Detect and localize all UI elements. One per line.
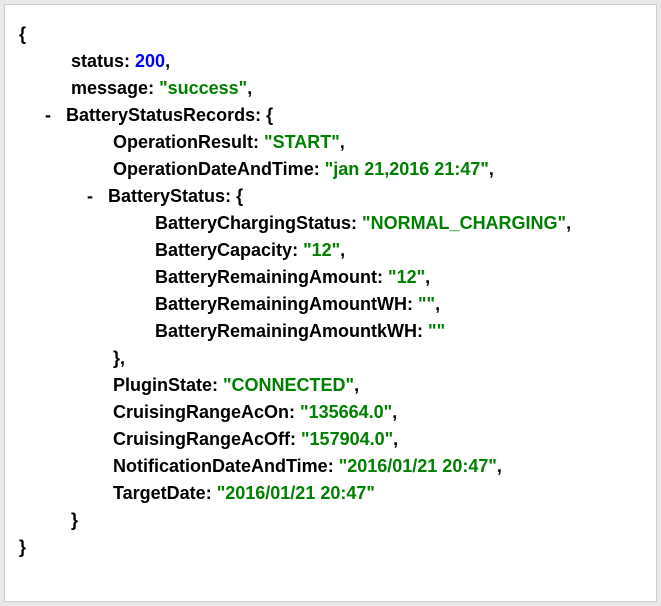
value-cruising-ac-off: "157904.0" xyxy=(301,429,393,449)
root-open-brace: { xyxy=(15,21,646,48)
key-message: message xyxy=(71,78,148,98)
key-status: status xyxy=(71,51,124,71)
collapse-toggle-icon[interactable]: - xyxy=(87,183,103,210)
kv-message: message: "success", xyxy=(15,75,646,102)
key-operation-datetime: OperationDateAndTime xyxy=(113,159,314,179)
key-cruising-ac-off: CruisingRangeAcOff xyxy=(113,429,290,449)
bsr-close-brace: } xyxy=(15,507,646,534)
key-remaining-wh: BatteryRemainingAmountWH xyxy=(155,294,407,314)
json-viewer: { status: 200, message: "success", - Bat… xyxy=(4,4,657,602)
kv-cruising-ac-off: CruisingRangeAcOff: "157904.0", xyxy=(15,426,646,453)
kv-operation-result: OperationResult: "START", xyxy=(15,129,646,156)
value-remaining-wh: "" xyxy=(418,294,435,314)
kv-target-date: TargetDate: "2016/01/21 20:47" xyxy=(15,480,646,507)
key-plugin-state: PluginState xyxy=(113,375,212,395)
value-cruising-ac-on: "135664.0" xyxy=(300,402,392,422)
kv-battery-status-records: - BatteryStatusRecords: { xyxy=(15,102,646,129)
key-remaining-kwh: BatteryRemainingAmountkWH xyxy=(155,321,417,341)
key-remaining: BatteryRemainingAmount xyxy=(155,267,377,287)
key-cruising-ac-on: CruisingRangeAcOn xyxy=(113,402,289,422)
kv-capacity: BatteryCapacity: "12", xyxy=(15,237,646,264)
value-plugin-state: "CONNECTED" xyxy=(223,375,354,395)
key-target-date: TargetDate xyxy=(113,483,206,503)
value-target-date: "2016/01/21 20:47" xyxy=(217,483,375,503)
kv-charging-status: BatteryChargingStatus: "NORMAL_CHARGING"… xyxy=(15,210,646,237)
key-battery-status: BatteryStatus xyxy=(108,186,225,206)
key-battery-status-records: BatteryStatusRecords xyxy=(66,105,255,125)
value-operation-result: "START" xyxy=(264,132,340,152)
value-notification-datetime: "2016/01/21 20:47" xyxy=(339,456,497,476)
value-status: 200 xyxy=(135,51,165,71)
kv-status: status: 200, xyxy=(15,48,646,75)
key-capacity: BatteryCapacity xyxy=(155,240,292,260)
kv-plugin-state: PluginState: "CONNECTED", xyxy=(15,372,646,399)
kv-battery-status: - BatteryStatus: { xyxy=(15,183,646,210)
kv-remaining-wh: BatteryRemainingAmountWH: "", xyxy=(15,291,646,318)
key-charging-status: BatteryChargingStatus xyxy=(155,213,351,233)
value-message: "success" xyxy=(159,78,247,98)
kv-operation-datetime: OperationDateAndTime: "jan 21,2016 21:47… xyxy=(15,156,646,183)
kv-notification-datetime: NotificationDateAndTime: "2016/01/21 20:… xyxy=(15,453,646,480)
kv-remaining-kwh: BatteryRemainingAmountkWH: "" xyxy=(15,318,646,345)
kv-cruising-ac-on: CruisingRangeAcOn: "135664.0", xyxy=(15,399,646,426)
root-close-brace: } xyxy=(15,534,646,561)
value-capacity: "12" xyxy=(303,240,340,260)
value-remaining: "12" xyxy=(388,267,425,287)
collapse-toggle-icon[interactable]: - xyxy=(45,102,61,129)
value-remaining-kwh: "" xyxy=(428,321,445,341)
key-notification-datetime: NotificationDateAndTime xyxy=(113,456,328,476)
value-operation-datetime: "jan 21,2016 21:47" xyxy=(325,159,489,179)
key-operation-result: OperationResult xyxy=(113,132,253,152)
battery-status-close-brace: }, xyxy=(15,345,646,372)
kv-remaining: BatteryRemainingAmount: "12", xyxy=(15,264,646,291)
value-charging-status: "NORMAL_CHARGING" xyxy=(362,213,566,233)
